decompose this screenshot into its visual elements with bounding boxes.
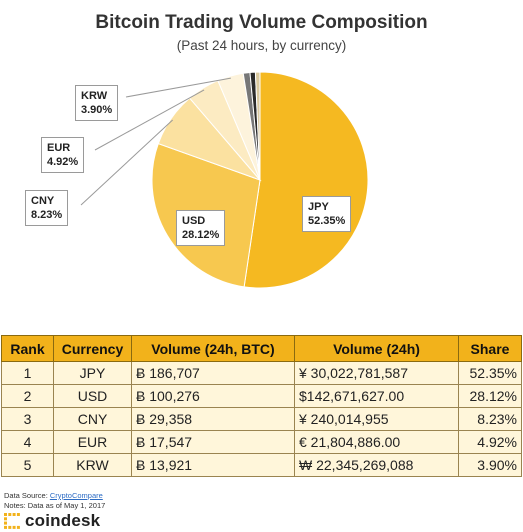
cell-rank: 4	[1, 430, 54, 454]
leader-line	[125, 77, 231, 98]
header-share: Share	[458, 335, 522, 362]
cell-volume-btc: Ƀ 17,547	[131, 430, 295, 454]
slice-label-name: JPY	[308, 201, 329, 213]
cell-volume: € 21,804,886.00	[294, 430, 459, 454]
volume-table: Rank Currency Volume (24h, BTC) Volume (…	[1, 335, 522, 477]
cell-share: 28.12%	[458, 384, 522, 408]
leader-line	[80, 119, 173, 206]
cell-rank: 2	[1, 384, 54, 408]
pie-slice-jpy	[243, 71, 369, 289]
cell-volume-btc: Ƀ 100,276	[131, 384, 295, 408]
callout-share: 8.23%	[31, 209, 63, 221]
cell-volume: $142,671,627.00	[294, 384, 459, 408]
cell-volume-btc: Ƀ 29,358	[131, 407, 295, 431]
callout-eur: EUR 4.92%	[41, 137, 85, 173]
data-notes: Notes: Data as of May 1, 2017	[4, 501, 106, 510]
slice-label-jpy: JPY 52.35%	[302, 196, 352, 232]
chart-title: Bitcoin Trading Volume Composition	[95, 12, 428, 33]
slice-label-share: 52.35%	[308, 215, 346, 227]
cell-share: 8.23%	[458, 407, 522, 431]
cell-rank: 5	[1, 453, 54, 477]
brand-logo: coindesk	[4, 511, 100, 531]
data-source-note: Data Source: CryptoCompare	[4, 491, 103, 500]
cell-volume: ₩ 22,345,269,088	[294, 453, 459, 477]
callout-share: 4.92%	[47, 156, 79, 168]
cell-volume-btc: Ƀ 186,707	[131, 361, 295, 385]
pie-slice-other	[254, 71, 261, 181]
slice-label-usd: USD 28.12%	[176, 210, 226, 246]
chart-subtitle: (Past 24 hours, by currency)	[176, 38, 347, 53]
callout-name: EUR	[47, 142, 71, 154]
callout-name: CNY	[31, 195, 55, 207]
callout-name: KRW	[81, 90, 108, 102]
table-row: 1 JPY Ƀ 186,707 ¥ 30,022,781,587 52.35%	[1, 361, 522, 385]
cell-currency: EUR	[53, 430, 132, 454]
cell-volume: ¥ 240,014,955	[294, 407, 459, 431]
coindesk-logo-icon	[4, 513, 20, 529]
header-volume: Volume (24h)	[294, 335, 459, 362]
brand-name: coindesk	[25, 511, 101, 530]
slice-label-name: USD	[182, 215, 206, 227]
callout-cny: CNY 8.23%	[25, 190, 69, 226]
cell-currency: USD	[53, 384, 132, 408]
callout-share: 3.90%	[81, 104, 113, 116]
header-currency: Currency	[53, 335, 132, 362]
table-row: 4 EUR Ƀ 17,547 € 21,804,886.00 4.92%	[1, 430, 522, 454]
table-row: 2 USD Ƀ 100,276 $142,671,627.00 28.12%	[1, 384, 522, 408]
callout-krw: KRW 3.90%	[75, 85, 119, 121]
leader-line	[94, 89, 205, 151]
table-header-row: Rank Currency Volume (24h, BTC) Volume (…	[1, 335, 522, 362]
cell-currency: CNY	[53, 407, 132, 431]
cell-currency: KRW	[53, 453, 132, 477]
cell-share: 52.35%	[458, 361, 522, 385]
header-volume-btc: Volume (24h, BTC)	[131, 335, 295, 362]
header-rank: Rank	[1, 335, 54, 362]
cell-rank: 1	[1, 361, 54, 385]
cell-share: 4.92%	[458, 430, 522, 454]
table-row: 5 KRW Ƀ 13,921 ₩ 22,345,269,088 3.90%	[1, 453, 522, 477]
slice-label-share: 28.12%	[182, 229, 220, 241]
cell-currency: JPY	[53, 361, 132, 385]
cell-share: 3.90%	[458, 453, 522, 477]
cell-volume-btc: Ƀ 13,921	[131, 453, 295, 477]
cell-volume: ¥ 30,022,781,587	[294, 361, 459, 385]
data-source-link[interactable]: CryptoCompare	[49, 491, 103, 500]
table-row: 3 CNY Ƀ 29,358 ¥ 240,014,955 8.23%	[1, 407, 522, 431]
data-source-label: Data Source:	[4, 491, 50, 500]
cell-rank: 3	[1, 407, 54, 431]
